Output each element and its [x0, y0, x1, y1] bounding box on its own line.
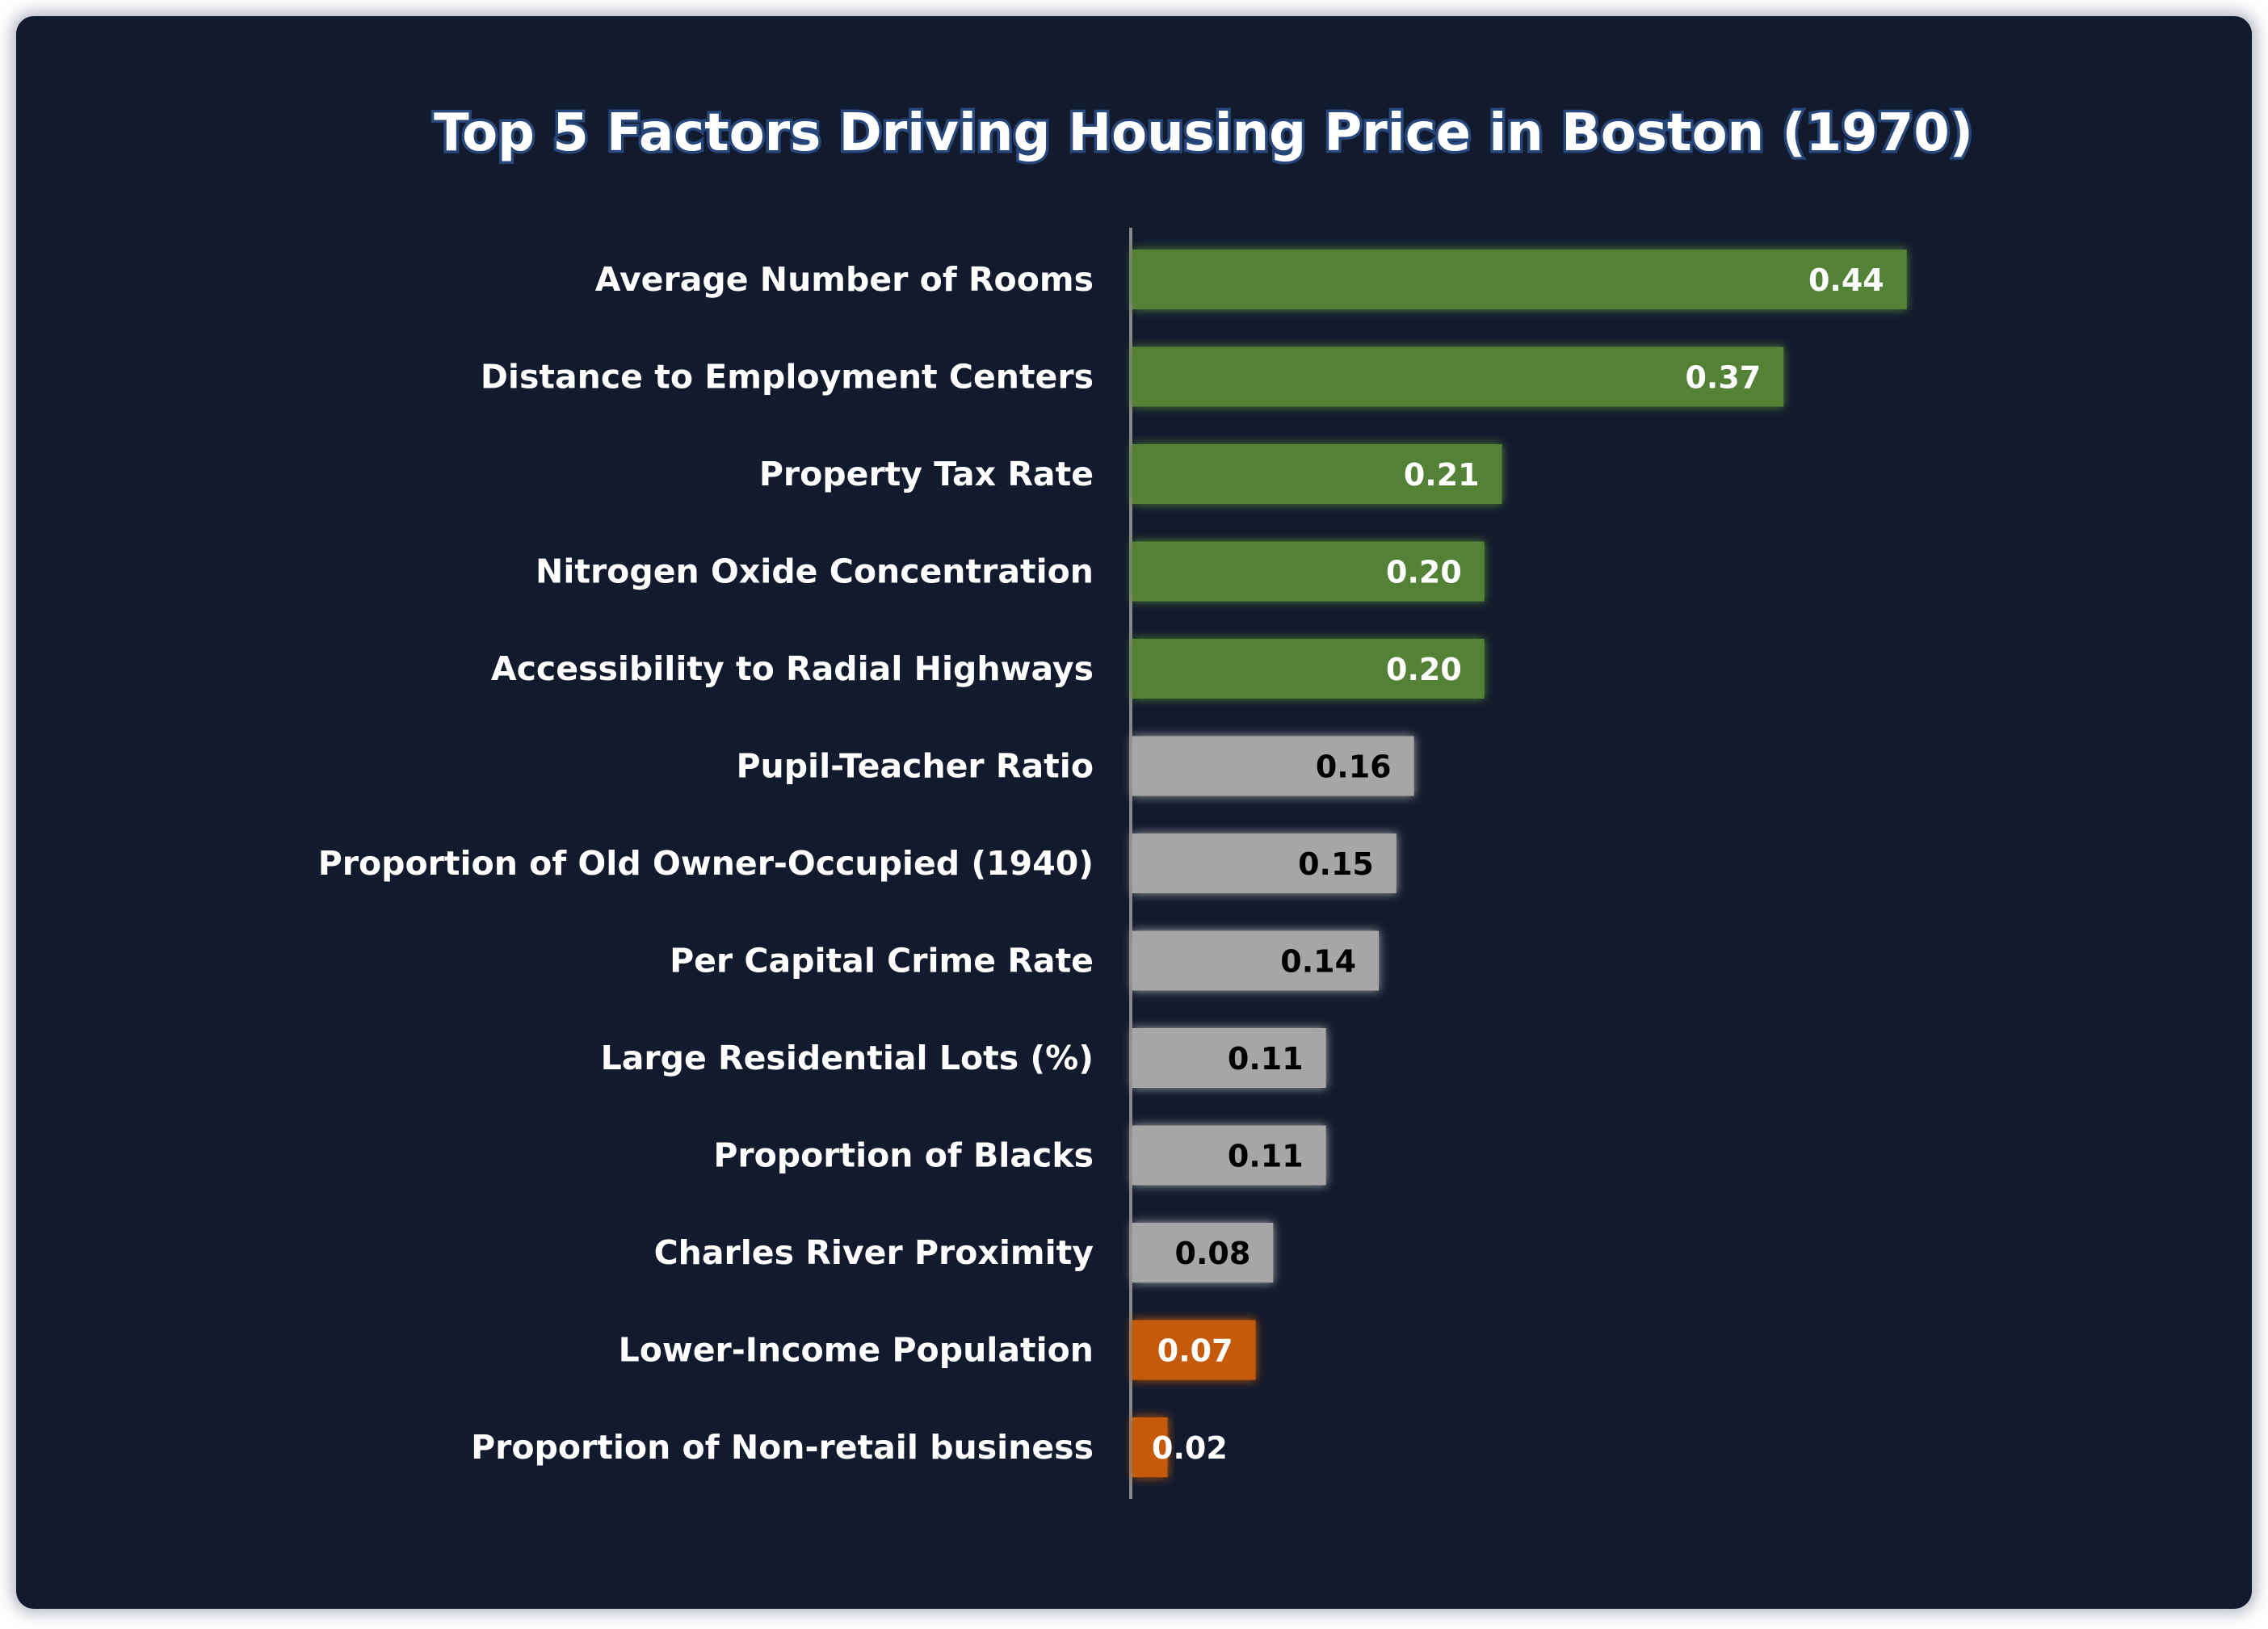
value-label: 0.11 — [1228, 1041, 1304, 1077]
bar — [1132, 1028, 1326, 1088]
category-label: Charles River Proximity — [654, 1233, 1094, 1272]
value-label: 0.11 — [1228, 1139, 1304, 1174]
category-label: Average Number of Rooms — [595, 260, 1094, 299]
value-label: 0.15 — [1298, 846, 1374, 882]
bar — [1132, 833, 1396, 893]
category-label: Pupil-Teacher Ratio — [736, 747, 1094, 786]
bar — [1132, 541, 1485, 602]
bar — [1132, 1125, 1326, 1186]
category-label: Lower-Income Population — [619, 1331, 1094, 1370]
value-label: 0.02 — [1152, 1430, 1228, 1466]
category-label: Proportion of Non-retail business — [471, 1428, 1094, 1467]
value-label: 0.21 — [1404, 457, 1480, 493]
bar — [1132, 250, 1907, 309]
category-label: Proportion of Old Owner-Occupied (1940) — [318, 844, 1094, 883]
bars-group: Average Number of Rooms 0.44 Distance to E… — [318, 250, 1907, 1477]
value-label: 0.37 — [1685, 360, 1761, 396]
bar — [1132, 639, 1485, 699]
value-label: 0.07 — [1157, 1333, 1233, 1369]
value-label: 0.08 — [1175, 1236, 1251, 1271]
bar — [1132, 444, 1502, 504]
bar — [1132, 346, 1784, 407]
value-label: 0.20 — [1386, 555, 1462, 590]
value-label: 0.14 — [1280, 944, 1356, 980]
category-label: Per Capital Crime Rate — [670, 942, 1094, 980]
value-label: 0.20 — [1386, 652, 1462, 687]
bar — [1132, 930, 1380, 991]
chart-title: Top 5 Factors Driving Housing Price in B… — [434, 103, 1973, 163]
value-label: 0.44 — [1808, 262, 1884, 298]
bar — [1132, 1417, 1168, 1477]
category-label: Nitrogen Oxide Concentration — [536, 552, 1094, 591]
category-label: Distance to Employment Centers — [481, 358, 1094, 397]
value-label: 0.16 — [1316, 749, 1392, 785]
category-label: Property Tax Rate — [759, 455, 1094, 493]
category-label: Proportion of Blacks — [713, 1136, 1094, 1175]
bar — [1132, 736, 1414, 796]
category-label: Accessibility to Radial Highways — [491, 649, 1094, 688]
bar — [1132, 1223, 1274, 1283]
category-label: Large Residential Lots (%) — [601, 1039, 1094, 1077]
bar — [1132, 1320, 1256, 1380]
